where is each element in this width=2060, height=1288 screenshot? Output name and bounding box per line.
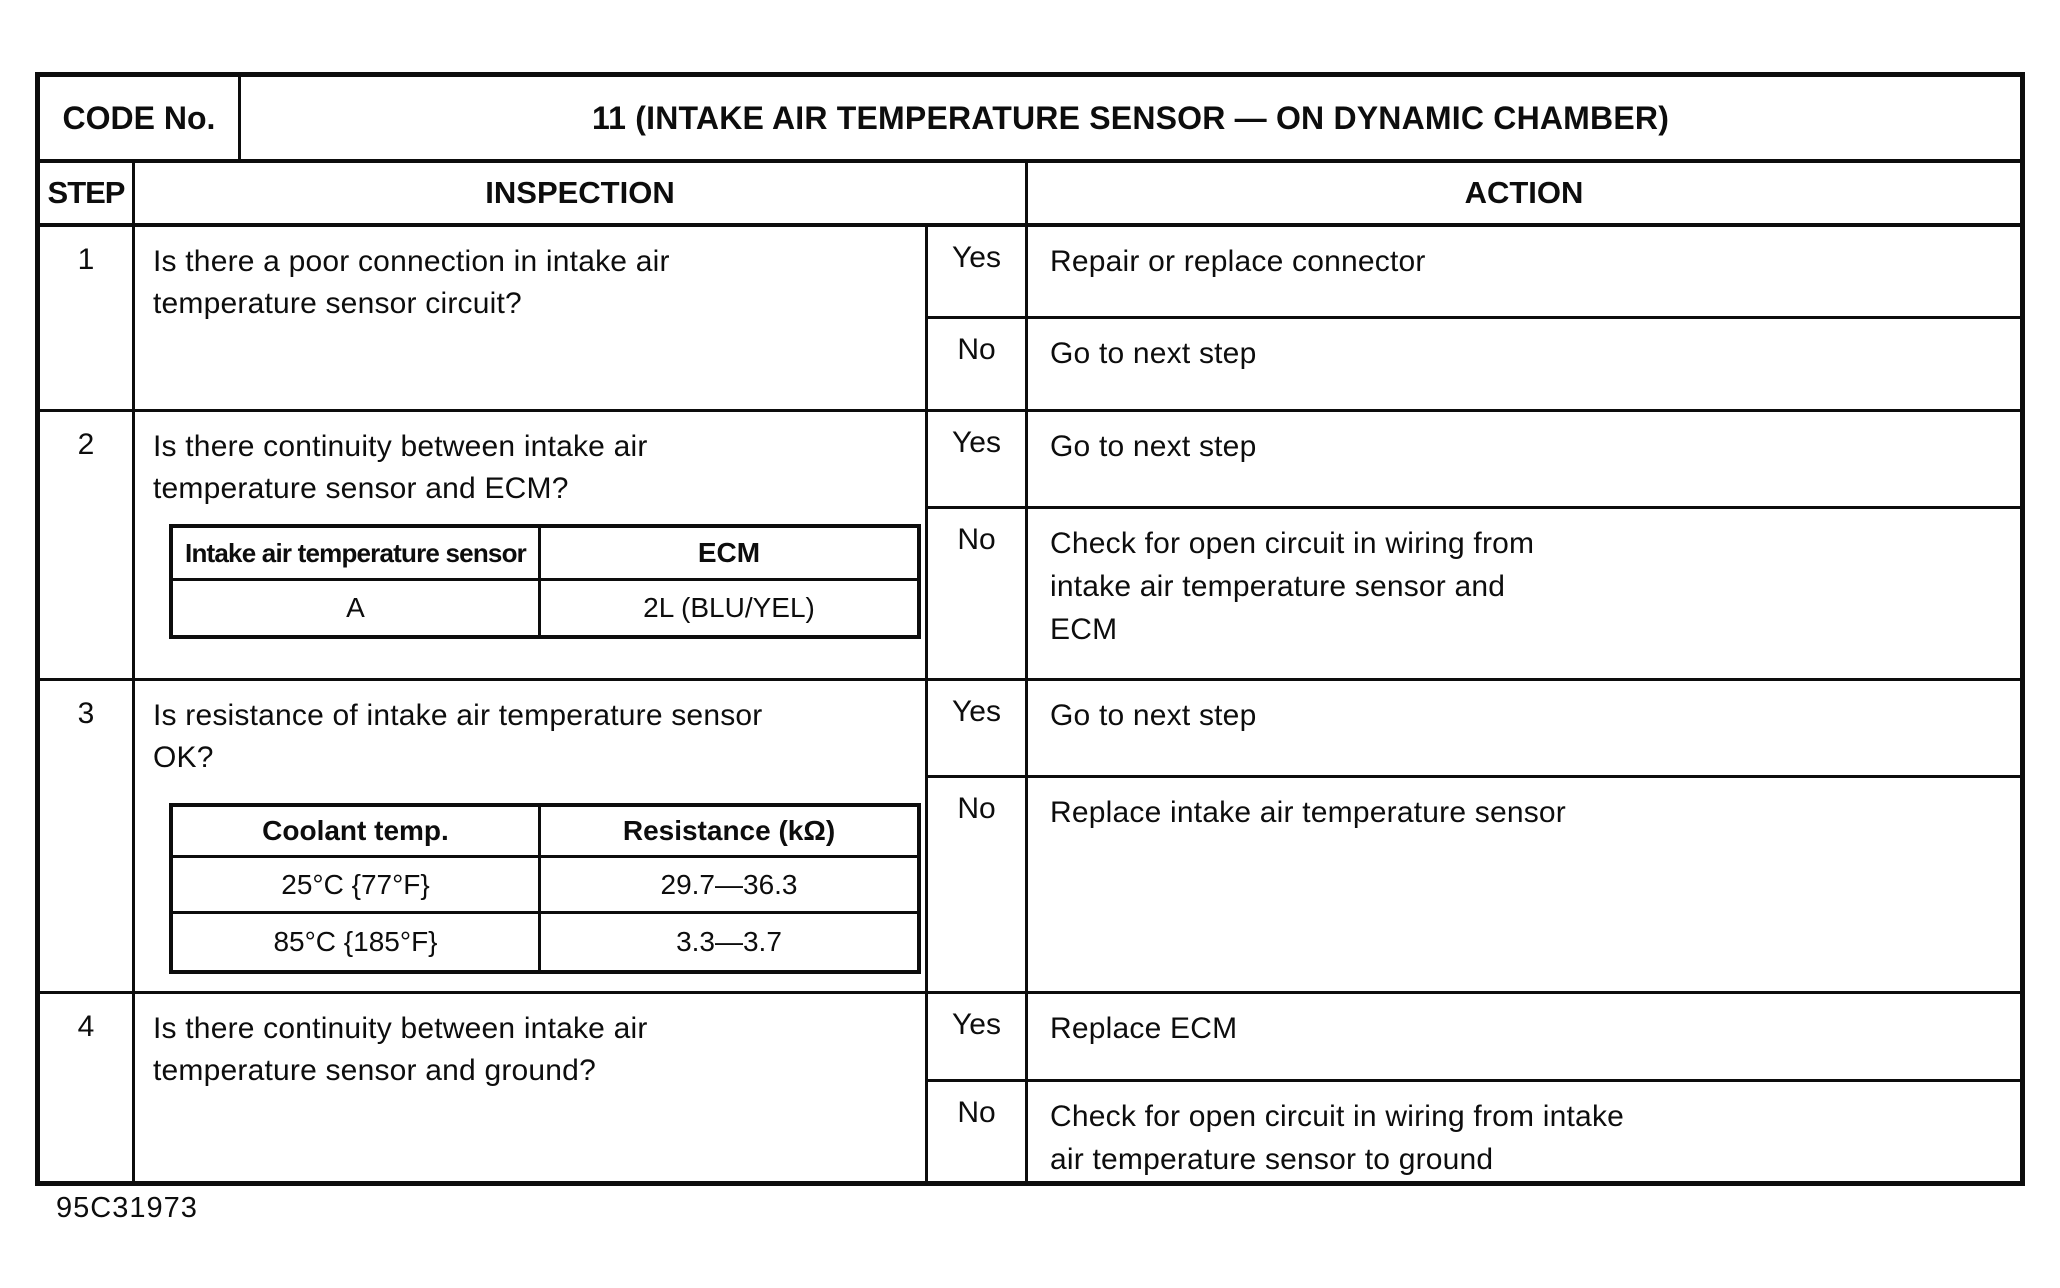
answer-row-3-yes: Yes Go to next step [928, 681, 2020, 778]
answer-row-2-no: No Check for open circuit in wiring from… [928, 509, 2020, 678]
coolant-temp-85c: 85°C {185°F} [173, 914, 541, 970]
no-label-3: No [928, 778, 1028, 991]
action-text-4-no: Check for open circuit in wiring from in… [1050, 1100, 1625, 1176]
inspection-question-1: Is there a poor connection in intake air… [153, 245, 670, 320]
action-text-1-no: Go to next step [1050, 337, 1257, 370]
inspection-question-3: Is resistance of intake air temperature … [153, 699, 763, 774]
step-row-4: 4 Is there continuity between intake air… [40, 994, 2020, 1181]
resistance-25c: 29.7—36.3 [660, 868, 798, 900]
diagnostic-code-title: 11 (INTAKE AIR TEMPERATURE SENSOR — ON D… [591, 99, 1670, 136]
diagnostic-code-table: CODE No. 11 (INTAKE AIR TEMPERATURE SENS… [35, 72, 2025, 1186]
connector-subtable-header-sensor: Intake air temperature sensor [173, 528, 541, 578]
answer-row-4-yes: Yes Replace ECM [928, 994, 2020, 1082]
action-text-3-no: Replace intake air temperature sensor [1050, 796, 1566, 829]
col-header-step: STEP [40, 163, 135, 223]
action-cell-1: Yes Repair or replace connector No Go to… [928, 227, 2020, 409]
action-text-2-no: Check for open circuit in wiring from in… [1050, 527, 1535, 646]
code-header-row: CODE No. 11 (INTAKE AIR TEMPERATURE SENS… [40, 77, 2020, 163]
step-number-2: 2 [40, 412, 135, 678]
code-no-label: CODE No. [40, 77, 241, 159]
action-text-1-yes: Repair or replace connector [1050, 245, 1426, 278]
no-label-4: No [928, 1082, 1028, 1181]
coolant-temp-header: Coolant temp. [173, 807, 541, 855]
yes-label-3: Yes [928, 681, 1028, 775]
step-number-3: 3 [40, 681, 135, 991]
yes-label-1: Yes [928, 227, 1028, 316]
answer-row-4-no: No Check for open circuit in wiring from… [928, 1082, 2020, 1181]
connector-subtable-value-row: A 2L (BLU/YEL) [173, 581, 917, 635]
action-text-4-yes: Replace ECM [1050, 1012, 1238, 1045]
ecm-terminal-value: 2L (BLU/YEL) [643, 592, 815, 623]
no-label-1: No [928, 319, 1028, 409]
inspection-cell-3: Is resistance of intake air temperature … [135, 681, 928, 991]
resistance-subtable-header-row: Coolant temp. Resistance (kΩ) [173, 807, 917, 858]
connector-pin-subtable: Intake air temperature sensor ECM A 2L (… [169, 524, 921, 639]
figure-code: 95C31973 [56, 1192, 198, 1224]
resistance-85c: 3.3—3.7 [676, 926, 782, 957]
action-cell-3: Yes Go to next step No Replace intake ai… [928, 681, 2020, 991]
no-label-2: No [928, 509, 1028, 678]
resistance-subtable-row-85c: 85°C {185°F} 3.3—3.7 [173, 914, 917, 970]
resistance-header: Resistance (kΩ) [622, 815, 836, 846]
inspection-question-4: Is there continuity between intake air t… [153, 1012, 648, 1087]
action-text-2-yes: Go to next step [1050, 430, 1257, 463]
step-row-3: 3 Is resistance of intake air temperatur… [40, 681, 2020, 994]
answer-row-3-no: No Replace intake air temperature sensor [928, 778, 2020, 991]
step-row-1: 1 Is there a poor connection in intake a… [40, 227, 2020, 412]
column-header-row: STEP INSPECTION ACTION [40, 163, 2020, 227]
connector-subtable-header-ecm: ECM [697, 537, 761, 568]
step-number-1: 1 [40, 227, 135, 409]
action-cell-4: Yes Replace ECM No Check for open circui… [928, 994, 2020, 1181]
step-number-4: 4 [40, 994, 135, 1181]
action-text-3-yes: Go to next step [1050, 699, 1257, 732]
answer-row-1-no: No Go to next step [928, 319, 2020, 409]
yes-label-2: Yes [928, 412, 1028, 506]
inspection-cell-2: Is there continuity between intake air t… [135, 412, 928, 678]
connector-terminal-value: A [173, 581, 541, 635]
resistance-subtable-row-25c: 25°C {77°F} 29.7—36.3 [173, 858, 917, 914]
action-cell-2: Yes Go to next step No Check for open ci… [928, 412, 2020, 678]
step-row-2: 2 Is there continuity between intake air… [40, 412, 2020, 681]
inspection-question-2: Is there continuity between intake air t… [153, 430, 648, 505]
answer-row-2-yes: Yes Go to next step [928, 412, 2020, 509]
col-header-action: ACTION [1464, 175, 1584, 210]
answer-row-1-yes: Yes Repair or replace connector [928, 227, 2020, 319]
col-header-inspection: INSPECTION [135, 163, 1028, 223]
yes-label-4: Yes [928, 994, 1028, 1079]
inspection-cell-4: Is there continuity between intake air t… [135, 994, 928, 1181]
coolant-temp-25c: 25°C {77°F} [173, 858, 541, 911]
inspection-cell-1: Is there a poor connection in intake air… [135, 227, 928, 409]
resistance-spec-subtable: Coolant temp. Resistance (kΩ) 25°C {77°F… [169, 803, 921, 974]
connector-subtable-header-row: Intake air temperature sensor ECM [173, 528, 917, 581]
